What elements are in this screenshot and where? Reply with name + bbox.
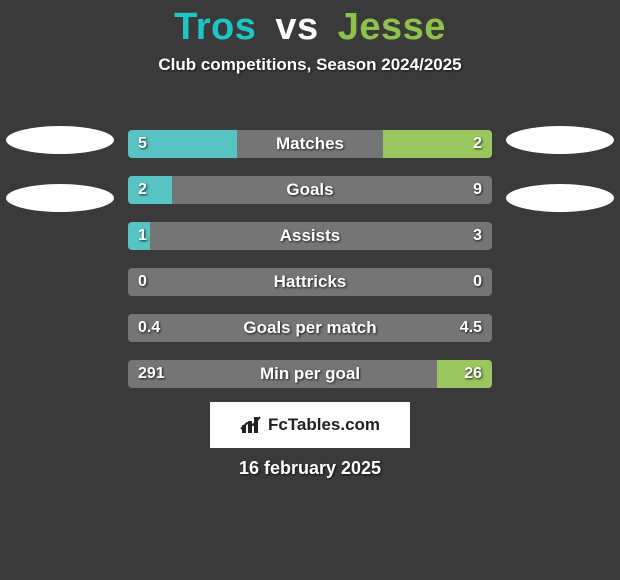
brand-text: FcTables.com xyxy=(268,415,380,435)
stat-label: Goals per match xyxy=(128,314,492,342)
stat-bar: 2 9Goals xyxy=(128,176,492,204)
bar-chart-icon xyxy=(240,415,264,435)
page-title: Tros vs Jesse xyxy=(0,6,620,49)
stat-bar: 29126Min per goal xyxy=(128,360,492,388)
subtitle: Club competitions, Season 2024/2025 xyxy=(0,55,620,75)
stat-fill-left xyxy=(128,176,172,204)
player1-club-placeholder xyxy=(6,184,114,212)
brand-badge: FcTables.com xyxy=(210,402,410,448)
left-avatar-column xyxy=(6,126,114,212)
stat-value-left: 291 xyxy=(138,360,165,388)
footer-date: 16 february 2025 xyxy=(0,458,620,479)
stat-label: Assists xyxy=(128,222,492,250)
title-vs: vs xyxy=(275,6,318,48)
stat-label: Hattricks xyxy=(128,268,492,296)
stat-value-left: 1 xyxy=(138,222,147,250)
stat-value-right: 9 xyxy=(473,176,482,204)
stat-value-right: 26 xyxy=(464,360,482,388)
stat-value-left: 5 xyxy=(138,130,147,158)
stat-value-left: 2 xyxy=(138,176,147,204)
title-player1: Tros xyxy=(174,6,256,48)
title-player2: Jesse xyxy=(338,6,446,48)
stat-value-left: 0.4 xyxy=(138,314,160,342)
stat-bar: 0.4 4.5Goals per match xyxy=(128,314,492,342)
player1-avatar-placeholder xyxy=(6,126,114,154)
stat-bar: 0 0Hattricks xyxy=(128,268,492,296)
stat-bar: 1 3Assists xyxy=(128,222,492,250)
stats-bars: 52Matches29Goals13Assists00Hattricks0.44… xyxy=(128,130,492,388)
stat-value-right: 0 xyxy=(473,268,482,296)
player2-club-placeholder xyxy=(506,184,614,212)
stat-bar: 52Matches xyxy=(128,130,492,158)
stat-value-right: 4.5 xyxy=(460,314,482,342)
stat-value-right: 3 xyxy=(473,222,482,250)
stat-value-right: 2 xyxy=(473,130,482,158)
stat-label: Goals xyxy=(128,176,492,204)
player2-avatar-placeholder xyxy=(506,126,614,154)
right-avatar-column xyxy=(506,126,614,212)
stat-value-left: 0 xyxy=(138,268,147,296)
